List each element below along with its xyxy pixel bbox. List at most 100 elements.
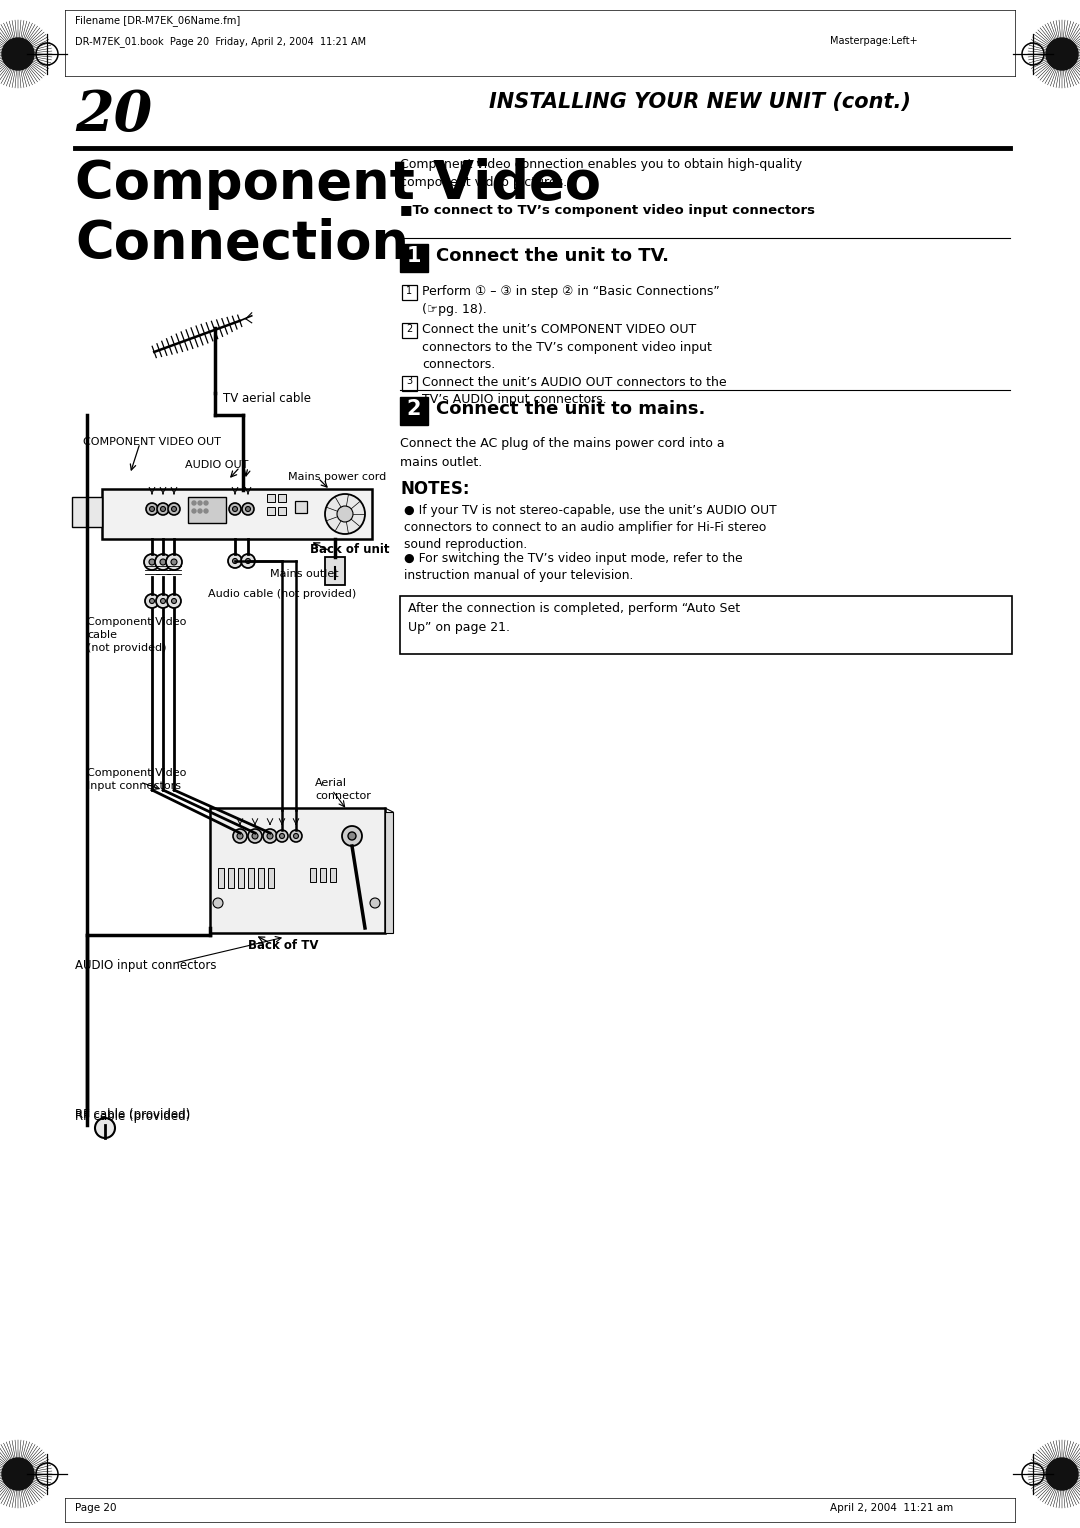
Circle shape — [252, 833, 258, 839]
Bar — [248, 868, 254, 888]
Circle shape — [192, 509, 195, 513]
Circle shape — [172, 599, 176, 604]
Circle shape — [248, 830, 262, 843]
Circle shape — [1047, 38, 1078, 70]
Text: ● If your TV is not stereo-capable, use the unit’s AUDIO OUT
connectors to conne: ● If your TV is not stereo-capable, use … — [404, 504, 777, 552]
Bar — [402, 322, 417, 338]
Text: Connect the unit to TV.: Connect the unit to TV. — [436, 248, 669, 264]
Text: Mains outlet: Mains outlet — [270, 568, 339, 579]
Text: TV aerial cable: TV aerial cable — [222, 393, 311, 405]
Circle shape — [348, 833, 356, 840]
Circle shape — [294, 833, 298, 839]
Circle shape — [75, 504, 93, 523]
Text: April 2, 2004  11:21 am: April 2, 2004 11:21 am — [831, 1504, 954, 1513]
Bar — [72, 497, 102, 527]
Text: RF cable (provided): RF cable (provided) — [75, 1108, 190, 1122]
Text: AUDIO input connectors: AUDIO input connectors — [75, 960, 216, 972]
Circle shape — [172, 506, 176, 512]
Circle shape — [149, 599, 154, 604]
Circle shape — [264, 830, 276, 843]
Text: INSTALLING YOUR NEW UNIT (cont.): INSTALLING YOUR NEW UNIT (cont.) — [489, 92, 910, 112]
Circle shape — [95, 1118, 114, 1138]
Circle shape — [229, 503, 241, 515]
Circle shape — [291, 830, 302, 842]
Bar — [218, 868, 224, 888]
Circle shape — [149, 559, 156, 565]
Circle shape — [228, 555, 242, 568]
Circle shape — [156, 555, 171, 570]
Circle shape — [156, 594, 170, 608]
Circle shape — [267, 833, 273, 839]
Bar — [268, 868, 274, 888]
Bar — [278, 507, 286, 515]
Circle shape — [192, 501, 195, 504]
Text: Component Video
Input connectors: Component Video Input connectors — [87, 769, 187, 792]
Text: Audio cable (not provided): Audio cable (not provided) — [208, 588, 356, 599]
Circle shape — [204, 501, 208, 504]
Text: Page 20: Page 20 — [75, 1504, 117, 1513]
Text: NOTES:: NOTES: — [400, 480, 470, 498]
Text: Back of TV: Back of TV — [248, 940, 319, 952]
Circle shape — [342, 827, 362, 847]
Text: After the connection is completed, perform “Auto Set
Up” on page 21.: After the connection is completed, perfo… — [408, 602, 740, 634]
Circle shape — [204, 509, 208, 513]
Bar — [258, 868, 264, 888]
Circle shape — [2, 1458, 33, 1490]
Circle shape — [144, 555, 160, 570]
Bar — [402, 286, 417, 299]
Circle shape — [325, 494, 365, 533]
Text: Perform ① – ③ in step ② in “Basic Connections”
(☞pg. 18).: Perform ① – ③ in step ② in “Basic Connec… — [422, 286, 719, 315]
Text: ● For switching the TV’s video input mode, refer to the
instruction manual of yo: ● For switching the TV’s video input mod… — [404, 552, 743, 582]
Circle shape — [161, 506, 165, 512]
Text: Connect the unit’s AUDIO OUT connectors to the
TV’s AUDIO input connectors.: Connect the unit’s AUDIO OUT connectors … — [422, 376, 727, 406]
Text: Connection: Connection — [75, 219, 409, 270]
Text: COMPONENT VIDEO OUT: COMPONENT VIDEO OUT — [83, 437, 221, 448]
Text: AUDIO OUT: AUDIO OUT — [185, 460, 248, 471]
Text: 3: 3 — [406, 376, 413, 387]
Circle shape — [242, 503, 254, 515]
Circle shape — [149, 506, 154, 512]
Text: Connect the AC plug of the mains power cord into a
mains outlet.: Connect the AC plug of the mains power c… — [400, 437, 725, 469]
Circle shape — [370, 898, 380, 908]
Circle shape — [232, 506, 238, 512]
Text: Component Video: Component Video — [75, 157, 600, 209]
Text: 20: 20 — [75, 89, 152, 144]
Bar — [325, 558, 345, 585]
Circle shape — [2, 38, 33, 70]
Circle shape — [146, 503, 158, 515]
Text: ■To connect to TV’s component video input connectors: ■To connect to TV’s component video inpu… — [400, 205, 815, 217]
Circle shape — [245, 559, 251, 564]
Text: Back of unit: Back of unit — [310, 542, 390, 556]
Circle shape — [232, 559, 238, 564]
Text: Connect the unit’s COMPONENT VIDEO OUT
connectors to the TV’s component video in: Connect the unit’s COMPONENT VIDEO OUT c… — [422, 322, 712, 371]
Circle shape — [80, 509, 87, 516]
Bar — [310, 868, 316, 882]
Bar — [210, 808, 384, 934]
Bar — [384, 811, 393, 934]
Text: Mains power cord: Mains power cord — [288, 472, 387, 481]
Circle shape — [171, 559, 177, 565]
Text: 1: 1 — [406, 286, 413, 296]
Bar — [295, 501, 307, 513]
Bar — [228, 868, 234, 888]
Circle shape — [233, 830, 247, 843]
Text: Connect the unit to mains.: Connect the unit to mains. — [436, 400, 705, 419]
Bar — [102, 489, 372, 539]
Circle shape — [168, 503, 180, 515]
Bar — [400, 244, 428, 272]
Bar — [238, 868, 244, 888]
Bar — [320, 868, 326, 882]
Circle shape — [198, 501, 202, 504]
Text: 2: 2 — [406, 324, 413, 335]
FancyBboxPatch shape — [400, 596, 1012, 654]
Bar — [267, 494, 275, 503]
Circle shape — [166, 555, 183, 570]
Circle shape — [161, 599, 165, 604]
Bar — [188, 497, 226, 523]
Circle shape — [213, 898, 222, 908]
Circle shape — [167, 594, 181, 608]
Circle shape — [145, 594, 159, 608]
Circle shape — [241, 555, 255, 568]
Text: Component Video
cable
(not provided): Component Video cable (not provided) — [87, 617, 187, 652]
Circle shape — [160, 559, 166, 565]
